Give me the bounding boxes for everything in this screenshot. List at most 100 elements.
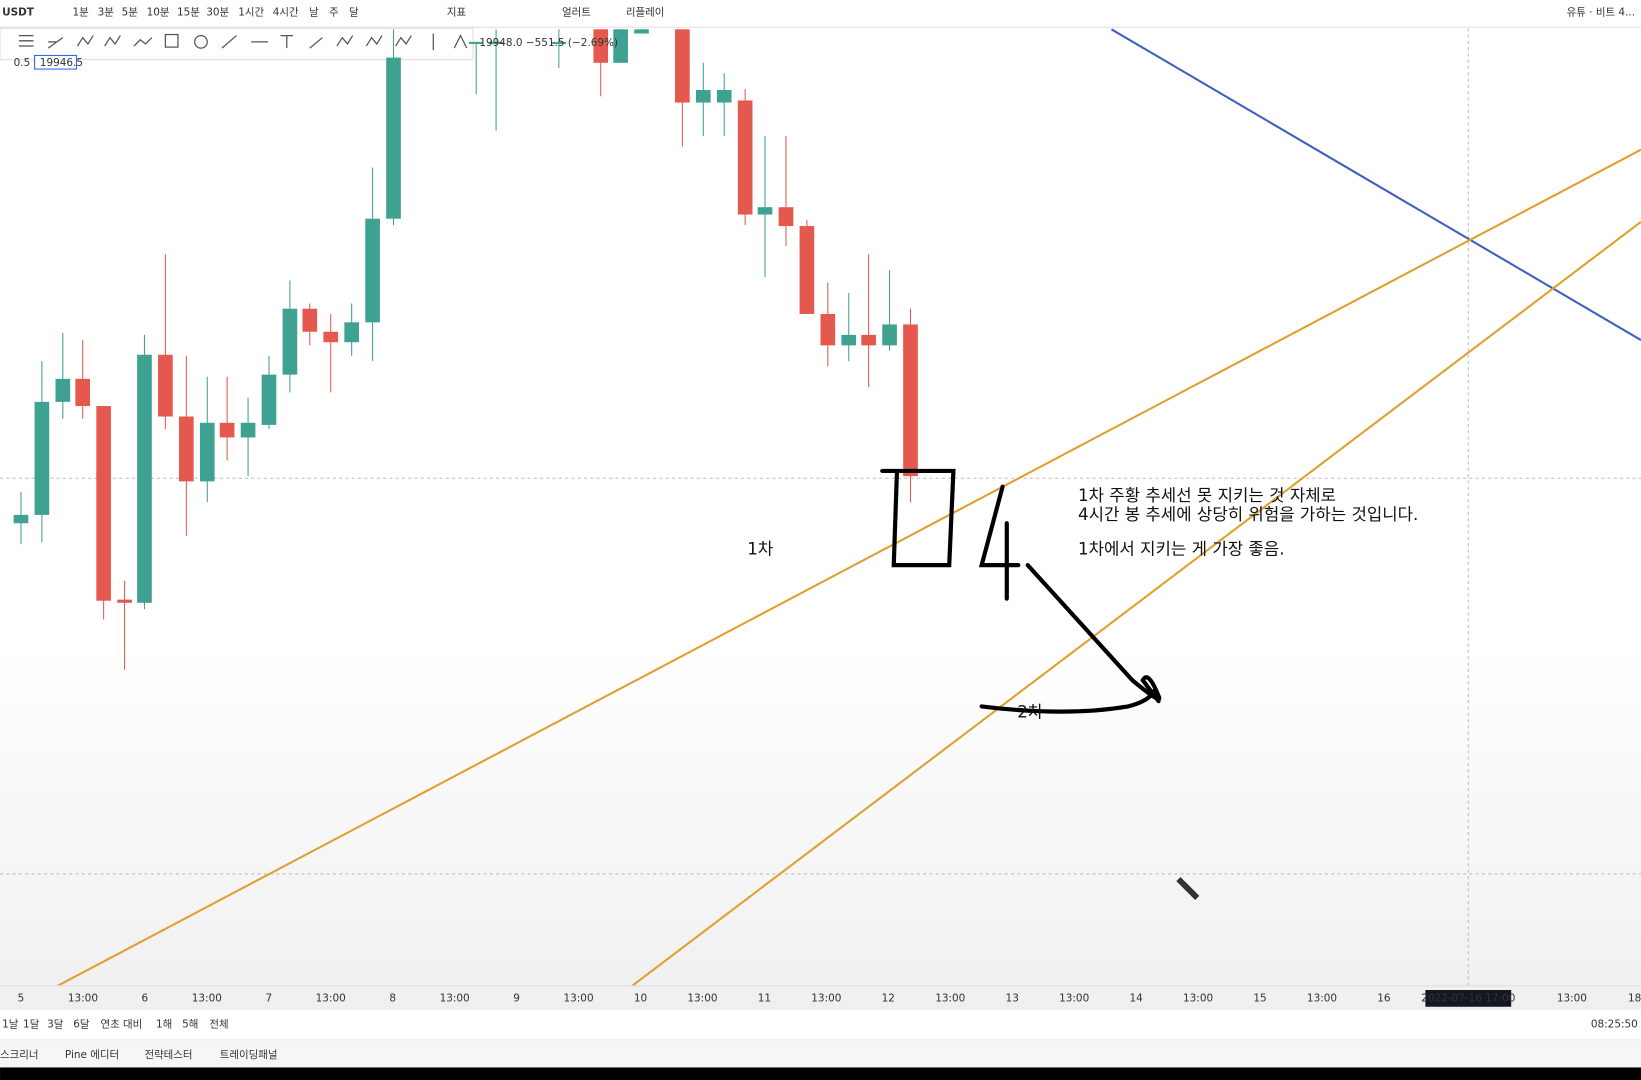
candle-body (158, 354, 173, 417)
range-button[interactable]: 1날 (2, 1019, 19, 1031)
x-tick-label: 13:00 (316, 992, 346, 1004)
publish-button: 유튜 · 비트 4... (1567, 7, 1635, 19)
range-button[interactable]: 전체 (209, 1019, 228, 1031)
candle-body (117, 599, 132, 603)
candle-body (861, 334, 876, 346)
bottom-tab[interactable]: 전략테스터 (144, 1049, 192, 1061)
candle-body (13, 514, 29, 524)
candle-body (737, 100, 753, 215)
x-tick-label: 13:00 (1059, 992, 1089, 1004)
candle-body (323, 331, 339, 343)
candle-body (799, 226, 815, 314)
candle-body (882, 324, 897, 346)
candle-body (634, 29, 649, 34)
interval-button[interactable]: 주 (329, 7, 339, 19)
candle-body (96, 406, 111, 601)
candle-body (261, 374, 277, 425)
screen-edge (0, 1067, 1641, 1080)
annotation: 1차 주황 추세선 못 지키는 것 자체로 (1078, 485, 1336, 505)
candle-body (488, 41, 504, 44)
range-button[interactable]: 5해 (182, 1018, 198, 1031)
bottom-tab[interactable]: 스크리너 (0, 1049, 38, 1061)
candle-body (365, 218, 380, 323)
alert-button: 얼러트 (562, 7, 591, 19)
candle-body (675, 29, 690, 103)
x-tick-label: 14 (1129, 992, 1143, 1004)
range-button[interactable]: 1달 (23, 1019, 40, 1031)
x-tick-label: 13:00 (1307, 992, 1337, 1004)
x-tick-label: 15 (1253, 992, 1266, 1004)
x-tick-label: 13:00 (1557, 992, 1587, 1004)
handwriting (880, 468, 1162, 714)
top-toolbar (0, 0, 1641, 28)
candle-body (757, 207, 773, 215)
x-tick-label: 13:00 (687, 992, 717, 1004)
pen-cursor (1176, 876, 1200, 900)
candle-body (903, 324, 918, 477)
price-value: 19946.5 (40, 57, 83, 69)
x-tick-label: 16 (1377, 992, 1390, 1004)
interval-button[interactable]: 15분 (177, 7, 200, 19)
interval-button[interactable]: 날 (309, 7, 319, 19)
x-tick-label: 13:00 (440, 992, 470, 1004)
x-tick-label: 12 (882, 992, 895, 1004)
interval-button[interactable]: 3분 (98, 7, 115, 19)
bottom-panel (0, 1040, 1641, 1068)
candle-body (34, 401, 50, 515)
candle-body (302, 308, 318, 332)
range-button[interactable]: 3달 (47, 1019, 64, 1031)
x-tick-label: 18 (1628, 992, 1641, 1004)
candle-body (240, 422, 256, 438)
range-button[interactable]: 연초 대비 (101, 1019, 143, 1031)
symbol: USDT (2, 7, 35, 19)
ohlc-change: 19948.0 −551.5 (−2.69%) (479, 37, 618, 49)
price-box (34, 54, 77, 70)
candle-body (841, 334, 857, 346)
annotation: 2차 (1017, 702, 1043, 722)
crosshair (0, 28, 1641, 986)
trend-line-orange-2 (631, 221, 1641, 987)
x-tick-label: 5 (18, 992, 25, 1004)
candle-body (344, 322, 359, 343)
interval-button[interactable]: 1분 (72, 7, 89, 19)
candle-body (613, 29, 628, 63)
interval-button[interactable]: 30분 (206, 7, 229, 19)
annotation: 1차 (747, 538, 773, 558)
candles (13, 29, 918, 670)
price-step: 0.5 (14, 57, 31, 69)
x-tick-label: 10 (634, 992, 647, 1004)
replay-button: 리플레이 (626, 7, 664, 19)
bottom-tab[interactable]: 트레이딩패널 (220, 1049, 278, 1061)
candle-body (386, 57, 401, 219)
x-tick-label: 7 (265, 992, 272, 1004)
candle-body (593, 29, 609, 63)
x-tick-label: 13:00 (935, 992, 965, 1004)
x-tick-label: 13:00 (563, 992, 593, 1004)
interval-button[interactable]: 1시간 (238, 7, 264, 19)
trend-line-orange-1 (57, 148, 1641, 987)
annotation: 4시간 봉 추세에 상당히 위험을 가하는 것입니다. (1078, 504, 1418, 524)
interval-button[interactable]: 5분 (122, 7, 139, 19)
candle-body (820, 313, 836, 346)
interval-button[interactable]: 달 (349, 7, 359, 19)
candle-body (137, 354, 152, 603)
interval-button[interactable]: 4시간 (273, 7, 299, 19)
x-tick-label: 6 (142, 992, 149, 1004)
candle-body (695, 90, 711, 103)
range-button[interactable]: 6달 (73, 1019, 90, 1031)
candle-body (178, 416, 194, 482)
x-tick-label: 13 (1006, 992, 1019, 1004)
interval-button[interactable]: 10분 (147, 7, 170, 19)
candle-body (551, 41, 567, 44)
candle-body (282, 308, 298, 375)
x-tick-label: 13:00 (1183, 992, 1213, 1004)
range-button[interactable]: 1해 (156, 1018, 172, 1031)
candle-body (716, 90, 732, 103)
bottom-tab[interactable]: Pine 에디터 (65, 1049, 119, 1061)
crosshair-label: 2022-07-16 17:00 (1421, 992, 1515, 1004)
x-tick-label: 9 (513, 992, 520, 1004)
x-tick-label: 8 (389, 992, 396, 1004)
crosshair-label-box (1425, 990, 1512, 1007)
